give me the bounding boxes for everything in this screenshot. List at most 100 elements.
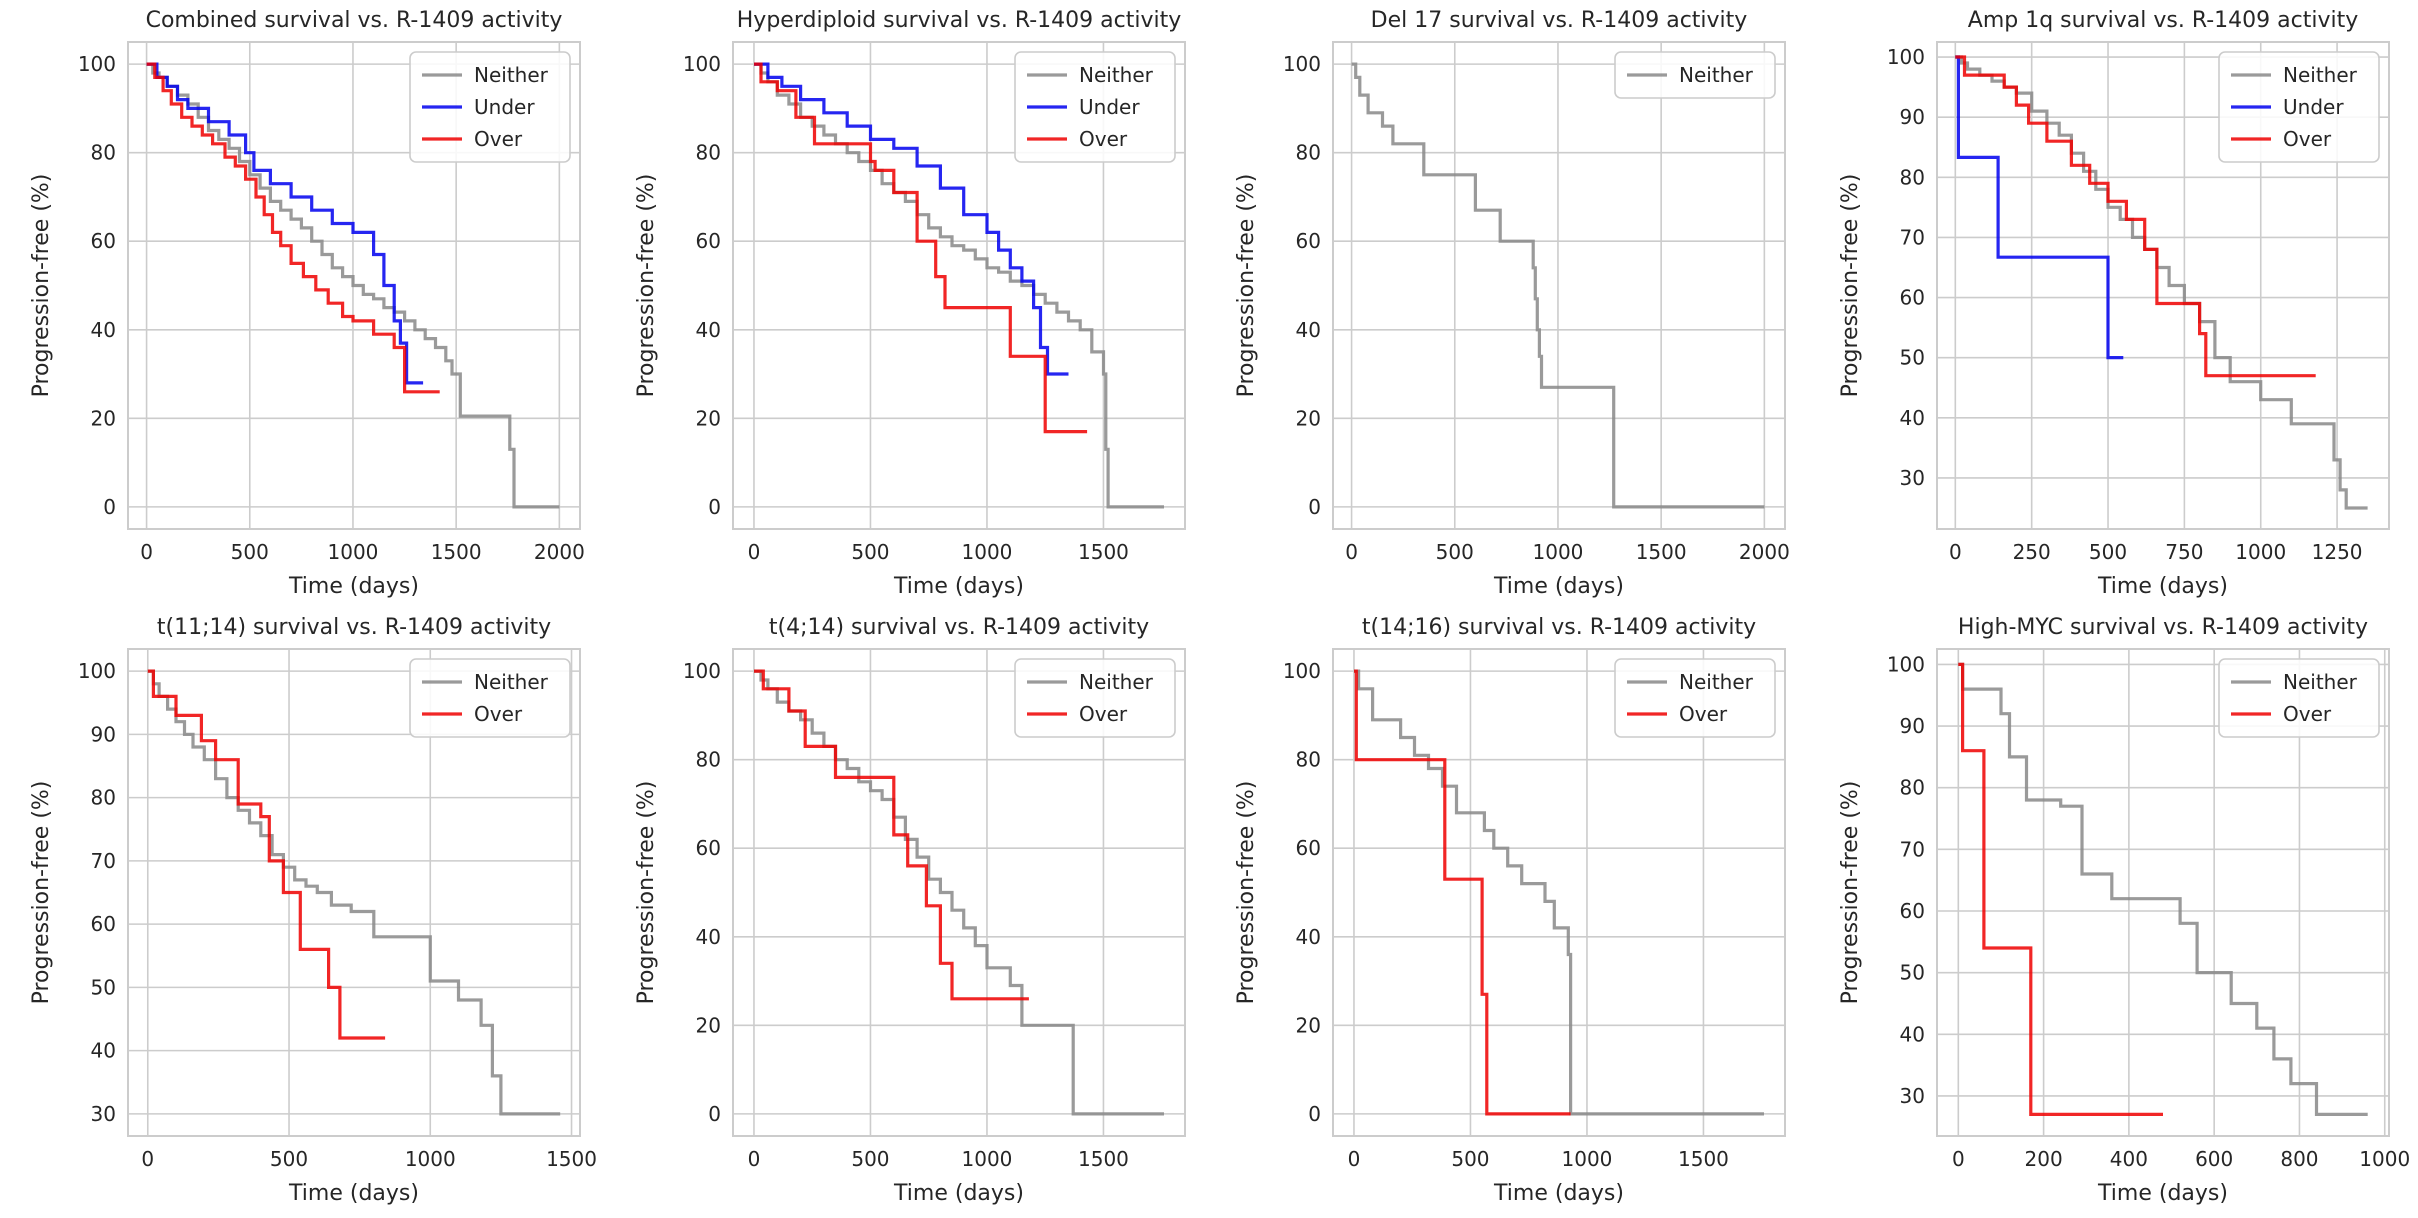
chart-title: Combined survival vs. R-1409 activity: [146, 8, 563, 33]
y-tick-label: 70: [91, 849, 116, 873]
x-axis-label: Time (days): [2097, 1181, 2228, 1206]
legend-label-over: Over: [1079, 702, 1128, 726]
chart-panel-5: 0 500 1000 1500 30 40 50 60 70 80 90 100 t(11;14) su…: [29, 615, 597, 1206]
legend: Neither Under Over: [2218, 51, 2380, 163]
chart-panel-8: 0 200 400 600 800 1000 30 40 50 60 70 80 90 100 High-M…: [1838, 615, 2410, 1206]
y-tick-label: 40: [1296, 925, 1321, 949]
legend-label-under: Under: [474, 95, 535, 119]
legend-label-over: Over: [2283, 702, 2332, 726]
y-tick-label: 20: [696, 1013, 721, 1037]
series-line-under: [146, 62, 424, 385]
x-tick-label: 250: [2013, 540, 2051, 564]
legend-box: [409, 51, 571, 163]
series-line-over: [1958, 662, 2163, 1116]
legend: Neither: [1614, 51, 1776, 99]
plot-frame: [1332, 41, 1786, 530]
y-tick-label: 80: [696, 748, 721, 772]
x-tick-label: 400: [2110, 1147, 2148, 1171]
x-tick-label: 1000: [1533, 540, 1584, 564]
y-tick-label: 60: [696, 229, 721, 253]
legend-label-neither: Neither: [2283, 63, 2358, 87]
y-tick-label: 0: [1308, 1102, 1321, 1126]
chart-panel-7: 0 500 1000 1500 0 20 40 60 80 100 t(14;16) surviva…: [1234, 615, 1786, 1206]
legend-box: [1014, 658, 1176, 738]
x-axis-label: Time (days): [288, 574, 419, 599]
chart-panel-2: 0 500 1000 1500 0 20 40 60 80 100 Hyperdiploid sur…: [634, 8, 1186, 599]
y-tick-label: 60: [1296, 229, 1321, 253]
x-tick-label: 1500: [1078, 540, 1129, 564]
legend-label-neither: Neither: [1079, 63, 1154, 87]
legend-box: [1614, 51, 1776, 99]
x-tick-label: 1500: [546, 1147, 597, 1171]
y-axis-label: Progression-free (%): [29, 781, 54, 1005]
x-tick-label: 500: [2089, 540, 2127, 564]
legend: Neither Over: [1014, 658, 1176, 738]
legend: Neither Over: [409, 658, 571, 738]
legend-label-neither: Neither: [474, 670, 549, 694]
legend-label-neither: Neither: [2283, 670, 2358, 694]
y-tick-label: 20: [1296, 1013, 1321, 1037]
y-tick-label: 80: [91, 786, 116, 810]
y-tick-label: 80: [1296, 748, 1321, 772]
series-line-over: [146, 62, 440, 394]
legend-box: [2218, 658, 2380, 738]
y-tick-label: 80: [696, 141, 721, 165]
legend-label-neither: Neither: [1079, 670, 1154, 694]
x-tick-label: 750: [2165, 540, 2203, 564]
x-tick-label: 1000: [328, 540, 379, 564]
x-tick-label: 1000: [962, 1147, 1013, 1171]
x-tick-label: 500: [270, 1147, 308, 1171]
x-tick-label: 2000: [534, 540, 585, 564]
chart-panel-1: 0 500 1000 1500 2000 0 20 40 60 80 100 Combined sur…: [29, 8, 585, 599]
y-tick-label: 50: [1900, 346, 1925, 370]
y-tick-label: 100: [683, 659, 721, 683]
legend-label-over: Over: [1079, 127, 1128, 151]
x-axis-label: Time (days): [893, 1181, 1024, 1206]
x-tick-label: 0: [1345, 540, 1358, 564]
y-tick-label: 60: [1900, 899, 1925, 923]
legend-box: [409, 658, 571, 738]
legend-label-neither: Neither: [1679, 670, 1754, 694]
x-tick-label: 1250: [2312, 540, 2363, 564]
y-tick-label: 40: [696, 925, 721, 949]
y-tick-label: 40: [1296, 318, 1321, 342]
y-tick-label: 80: [91, 141, 116, 165]
y-tick-label: 100: [1887, 652, 1925, 676]
plot-frame: [127, 41, 581, 530]
y-tick-label: 80: [1296, 141, 1321, 165]
legend-label-over: Over: [474, 127, 523, 151]
y-tick-label: 20: [91, 406, 116, 430]
plot-frame: [1936, 41, 2390, 530]
y-tick-label: 0: [708, 495, 721, 519]
y-tick-label: 40: [91, 318, 116, 342]
y-tick-label: 0: [103, 495, 116, 519]
y-tick-label: 90: [91, 722, 116, 746]
y-axis-label: Progression-free (%): [1838, 174, 1863, 398]
x-tick-label: 0: [748, 540, 761, 564]
x-tick-label: 600: [2195, 1147, 2233, 1171]
chart-panel-3: 0 500 1000 1500 2000 0 20 40 60 80 100 Del 17 survi…: [1234, 8, 1790, 599]
series-line-neither: [147, 669, 561, 1116]
y-tick-label: 30: [1900, 1084, 1925, 1108]
series-line-neither: [1958, 662, 2368, 1116]
x-tick-label: 0: [1952, 1147, 1965, 1171]
chart-title: t(4;14) survival vs. R-1409 activity: [769, 615, 1149, 640]
plot-frame: [127, 648, 581, 1137]
legend: Neither Over: [1614, 658, 1776, 738]
chart-title: Hyperdiploid survival vs. R-1409 activit…: [737, 8, 1181, 33]
y-tick-label: 90: [1900, 105, 1925, 129]
y-tick-label: 60: [1900, 286, 1925, 310]
x-tick-label: 1500: [1636, 540, 1687, 564]
legend-label-under: Under: [2283, 95, 2344, 119]
y-tick-label: 70: [1900, 837, 1925, 861]
x-axis-label: Time (days): [1493, 574, 1624, 599]
x-tick-label: 1000: [2235, 540, 2286, 564]
y-axis-label: Progression-free (%): [634, 174, 659, 398]
y-tick-label: 100: [1283, 659, 1321, 683]
y-tick-label: 0: [708, 1102, 721, 1126]
chart-title: t(11;14) survival vs. R-1409 activity: [157, 615, 551, 640]
x-tick-label: 0: [748, 1147, 761, 1171]
series-line-under: [754, 62, 1069, 376]
x-tick-label: 500: [1451, 1147, 1489, 1171]
plot-frame: [1936, 648, 2390, 1137]
